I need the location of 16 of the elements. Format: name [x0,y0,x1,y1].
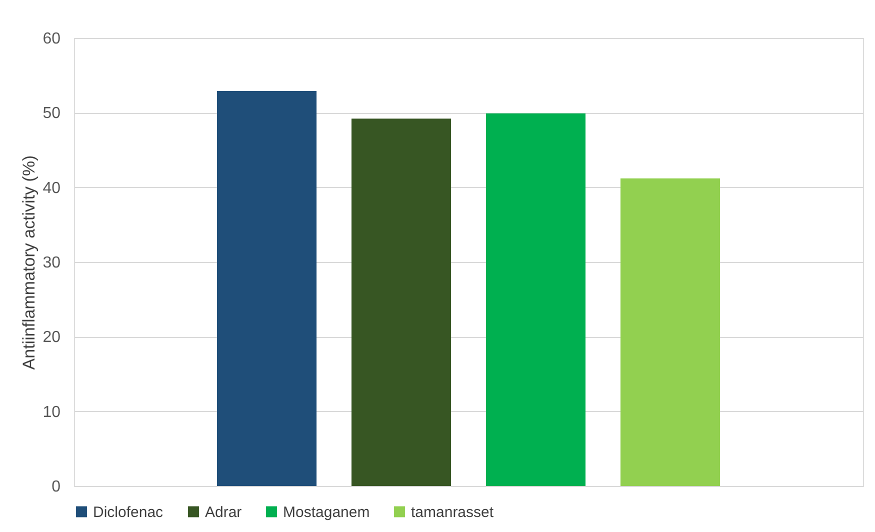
legend-label: Diclofenac [93,504,164,521]
y-tick-label: 0 [52,478,61,496]
bar [217,91,317,486]
y-tick-label: 10 [42,404,61,421]
legend-label: Adrar [205,504,242,521]
legend-label: tamanrasset [411,504,494,521]
y-tick-label: 30 [42,254,61,272]
bar [486,113,586,486]
y-axis-title: Antiinflammatory activity (%) [20,155,39,370]
y-tick-label: 60 [42,30,61,48]
bar [351,118,452,486]
legend-label: Mostaganem [283,504,370,521]
y-tick-label: 20 [42,329,61,346]
bar [620,178,720,486]
y-tick-label: 50 [42,105,61,122]
y-tick-label: 40 [42,180,61,197]
